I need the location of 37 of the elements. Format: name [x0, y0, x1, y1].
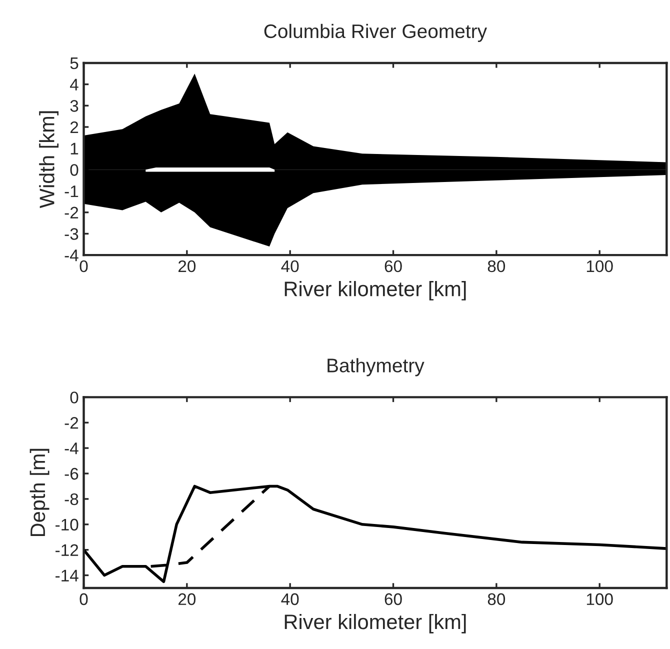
y-tick-label: 3 [70, 100, 78, 112]
x-axis-title: River kilometer [km] [284, 614, 466, 634]
x-tick-label: 80 [488, 593, 506, 606]
y-tick-label: -14 [56, 570, 78, 582]
x-tick-label: 0 [80, 260, 88, 272]
y-tick-label: -4 [64, 442, 78, 454]
y-tick-label: 0 [70, 392, 78, 404]
y-tick-label: -4 [64, 250, 78, 262]
x-axis-title: River kilometer [km] [284, 281, 466, 300]
y-tick-label: 0 [70, 164, 78, 176]
y-tick-label: 1 [70, 142, 78, 154]
y-tick-label: 2 [70, 121, 78, 134]
x-tick-label: 20 [178, 260, 196, 272]
y-tick-label: -8 [64, 493, 78, 506]
x-tick-label: 80 [488, 260, 506, 272]
y-tick-label: 5 [70, 58, 78, 70]
x-tick-label: 0 [80, 593, 88, 606]
x-tick-label: 60 [384, 593, 402, 606]
y-axis-title: Depth [m] [30, 448, 50, 536]
y-tick-label: -2 [64, 417, 78, 429]
chart-title: Columbia River Geometry [264, 24, 488, 42]
x-tick-label: 100 [586, 593, 613, 606]
x-tick-label: 60 [384, 260, 402, 272]
y-tick-label: -3 [64, 228, 78, 240]
line-series [84, 484, 667, 584]
y-tick-label: -10 [56, 518, 78, 531]
x-tick-label: 20 [178, 593, 196, 606]
y-tick-label: -12 [56, 544, 78, 556]
x-tick-label: 40 [281, 593, 299, 606]
x-tick-label: 40 [281, 260, 299, 272]
y-tick-label: 4 [70, 78, 78, 90]
y-tick-label: -1 [64, 186, 78, 198]
chart-title: Bathymetry [328, 358, 424, 376]
x-tick-label: 100 [586, 260, 613, 272]
y-axis-title: Width [km] [39, 111, 59, 208]
y-tick-label: -2 [64, 206, 78, 218]
y-tick-label: -6 [64, 468, 78, 480]
